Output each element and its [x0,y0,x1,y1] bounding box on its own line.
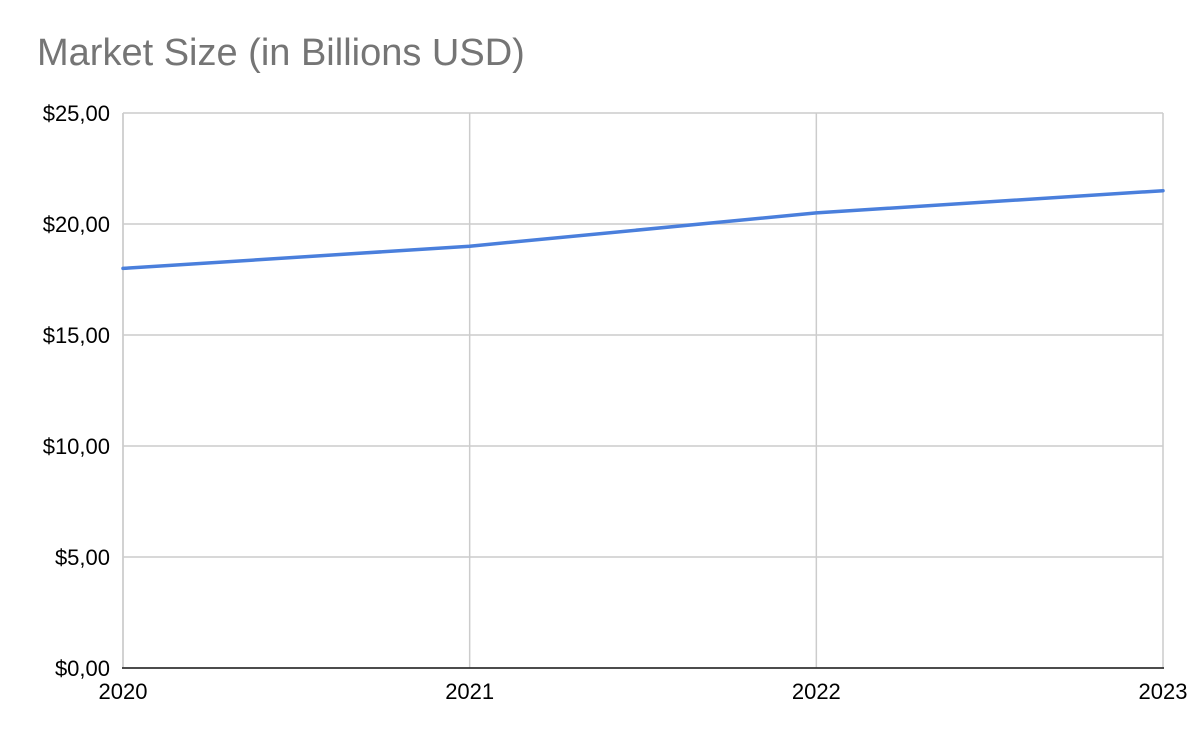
axes [122,113,1164,669]
series-layer [121,188,1165,271]
y-tick-label: $0,00 [55,656,110,681]
y-tick-label: $20,00 [43,212,110,237]
x-tick-label: 2020 [99,679,148,704]
y-axis-tick-labels: $0,00 $5,00 $10,00 $15,00 $20,00 $25,00 [43,101,110,681]
y-tick-label: $10,00 [43,434,110,459]
y-tick-label: $5,00 [55,545,110,570]
y-tick-label: $25,00 [43,101,110,126]
chart-title: Market Size (in Billions USD) [37,32,525,74]
y-tick-label: $15,00 [43,323,110,348]
x-tick-label: 2021 [445,679,494,704]
x-tick-label: 2022 [792,679,841,704]
x-axis-tick-labels: 2020 2021 2022 2023 [99,679,1188,704]
series-line [121,188,1165,271]
gridlines [122,112,1164,668]
x-tick-label: 2023 [1139,679,1188,704]
